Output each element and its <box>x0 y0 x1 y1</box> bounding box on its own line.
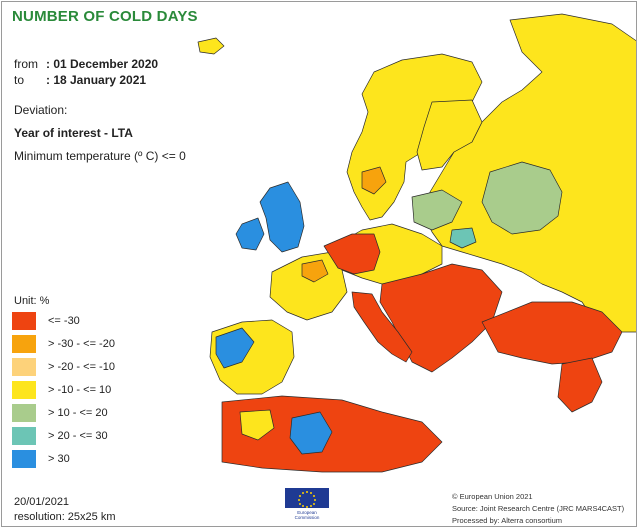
legend-label: > 30 <box>48 453 70 465</box>
region-green-east <box>481 161 563 235</box>
deviation-label: Deviation: <box>14 103 68 117</box>
region-iceland <box>197 37 225 55</box>
legend-label: > -30 - <= -20 <box>48 338 115 350</box>
region-iberia-blue <box>215 327 255 369</box>
european-commission-logo: European Commission <box>285 488 329 520</box>
legend-swatch <box>12 381 36 399</box>
legend-swatch <box>12 427 36 445</box>
region-balkans <box>379 263 503 373</box>
period-to: to : 18 January 2021 <box>14 73 146 87</box>
legend-label: > -20 - <= -10 <box>48 361 115 373</box>
region-orange-france <box>301 259 329 283</box>
logo-text-2: Commission <box>295 515 320 520</box>
region-north-africa <box>221 395 443 473</box>
logo-text-1: European <box>297 510 317 515</box>
footer-resolution: resolution: 25x25 km <box>14 511 116 523</box>
credit-source: Source: Joint Research Centre (JRC MARS4… <box>452 504 625 513</box>
year-of-interest: Year of interest - LTA <box>14 126 133 140</box>
legend: Unit: % <= -30 > -30 - <= -20 > -20 - <=… <box>6 292 124 474</box>
from-label: from <box>14 57 38 71</box>
legend-swatch <box>12 404 36 422</box>
legend-label: <= -30 <box>48 315 80 327</box>
region-finland <box>416 99 483 171</box>
to-label: to <box>14 73 25 87</box>
region-levant <box>557 357 603 413</box>
legend-label: > 20 - <= 30 <box>48 430 108 442</box>
region-africa-yellow <box>239 409 275 441</box>
min-temperature: Minimum temperature (º C) <= 0 <box>14 149 186 163</box>
credit-copyright: © European Union 2021 <box>452 492 533 501</box>
eu-stars-icon <box>298 491 316 508</box>
legend-swatch <box>12 358 36 376</box>
from-value: : 01 December 2020 <box>46 57 159 71</box>
region-italy <box>351 291 413 363</box>
region-uk <box>259 181 305 253</box>
period-from: from : 01 December 2020 <box>14 57 158 71</box>
region-ireland <box>235 217 265 251</box>
legend-label: > -10 - <= 10 <box>48 384 112 396</box>
map-regions <box>197 13 636 473</box>
legend-unit: Unit: % <box>14 295 50 307</box>
region-germany <box>323 233 381 275</box>
region-teal-east <box>449 227 477 249</box>
region-turkey <box>481 301 623 365</box>
legend-swatch <box>12 312 36 330</box>
map-title: NUMBER OF COLD DAYS <box>12 8 198 25</box>
region-france <box>269 251 348 321</box>
credits: © European Union 2021 Source: Joint Rese… <box>452 491 625 526</box>
credit-processed: Processed by: Alterra consortium <box>452 516 563 525</box>
legend-swatch <box>12 335 36 353</box>
region-africa-blue <box>289 411 333 455</box>
footer-date: 20/01/2021 <box>14 496 70 508</box>
legend-label: > 10 - <= 20 <box>48 407 108 419</box>
region-baltic <box>411 189 463 231</box>
to-value: : 18 January 2021 <box>46 73 147 87</box>
region-orange-scan <box>361 166 387 195</box>
legend-swatch <box>12 450 36 468</box>
